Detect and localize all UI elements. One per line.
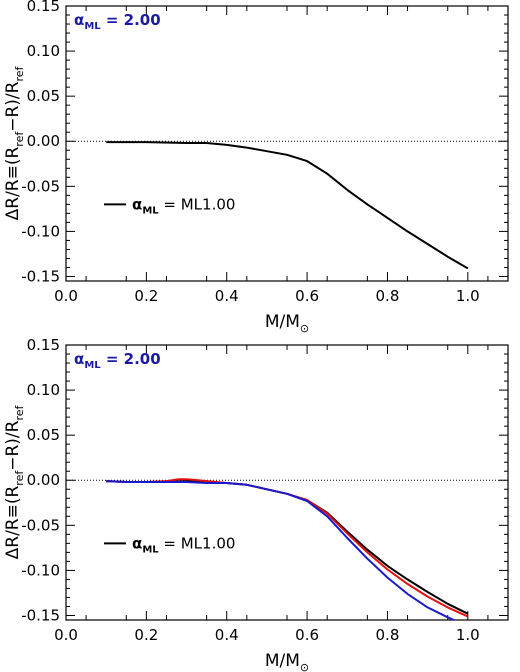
bottom-x-axis-label: M/M⊙ <box>265 651 309 672</box>
top-y-axis-label: ΔR/R≡(Rref−R)/Rref <box>3 65 26 220</box>
y-tick-label: -0.10 <box>21 561 60 579</box>
x-tick-label: 1.0 <box>456 626 480 644</box>
y-tick-label: 0.00 <box>27 132 60 150</box>
top-legend-label: αML = ML1.00 <box>132 195 235 216</box>
bottom-axes: 0.0 0.2 0.4 0.6 0.8 1.0 0.15 0.10 0.05 0.00 -0.05 -… <box>21 336 508 644</box>
top-x-axis-label: M/M⊙ <box>265 312 309 335</box>
y-tick-label: -0.15 <box>21 606 60 624</box>
x-tick-label: 0.6 <box>295 287 319 305</box>
bottom-legend: αML = ML1.00 <box>104 534 235 555</box>
x-tick-label: 0.4 <box>215 626 239 644</box>
bottom-series <box>106 478 469 621</box>
y-tick-label: -0.05 <box>21 516 60 534</box>
x-tick-label: 0.2 <box>134 287 158 305</box>
series-line <box>106 141 469 270</box>
y-tick-label: 0.00 <box>27 471 60 489</box>
bottom-alpha-annotation: αML = 2.00 <box>74 350 161 371</box>
y-tick-label: -0.05 <box>21 177 60 195</box>
top-plot-frame <box>65 5 509 282</box>
top-panel: 0.0 0.2 0.4 0.6 0.8 1.0 0.15 0.10 0.05 0.00 -0.05 -… <box>3 0 509 335</box>
y-tick-label: 0.15 <box>27 0 60 15</box>
y-tick-label: 0.05 <box>27 87 60 105</box>
top-legend: αML = ML1.00 <box>104 195 235 216</box>
x-tick-label: 0.8 <box>376 626 400 644</box>
x-tick-label: 0.2 <box>134 626 158 644</box>
series-line <box>106 480 455 621</box>
y-tick-label: 0.05 <box>27 426 60 444</box>
x-tick-label: 0.8 <box>376 287 400 305</box>
x-tick-label: 0.0 <box>54 287 78 305</box>
y-tick-label: -0.15 <box>21 267 60 285</box>
bottom-y-axis-label: ΔR/R≡(Rref−R)/Rref <box>3 404 26 559</box>
bottom-panel: 0.0 0.2 0.4 0.6 0.8 1.0 0.15 0.10 0.05 0.00 -0.05 -… <box>3 336 509 672</box>
x-tick-label: 0.0 <box>54 626 78 644</box>
y-tick-label: 0.10 <box>27 381 60 399</box>
y-tick-label: 0.15 <box>27 336 60 354</box>
bottom-legend-label: αML = ML1.00 <box>132 534 235 555</box>
y-tick-label: 0.10 <box>27 42 60 60</box>
top-alpha-annotation: αML = 2.00 <box>74 11 161 32</box>
x-tick-label: 0.4 <box>215 287 239 305</box>
top-axes: 0.0 0.2 0.4 0.6 0.8 1.0 0.15 0.10 0.05 0.00 -0.05 -… <box>21 0 508 305</box>
x-tick-label: 1.0 <box>456 287 480 305</box>
top-series <box>106 141 469 270</box>
x-tick-label: 0.6 <box>295 626 319 644</box>
y-tick-label: -0.10 <box>21 222 60 240</box>
